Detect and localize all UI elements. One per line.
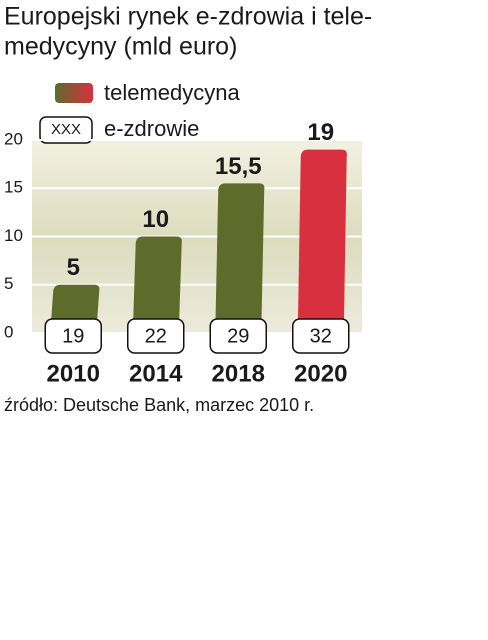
data-label: 15,5: [215, 153, 262, 180]
e-health-label: 29: [227, 325, 249, 347]
y-tick-label: 20: [4, 129, 23, 148]
source: źródło: Deutsche Bank, marzec 2010 r.: [4, 395, 314, 415]
e-health-label: 32: [310, 325, 332, 347]
e-health-box: [209, 318, 267, 354]
e-health-label: 19: [62, 325, 84, 347]
e-health-box: [292, 318, 350, 354]
e-health-box: [127, 318, 185, 354]
y-tick-label: 10: [4, 226, 23, 245]
legend-swatch: [55, 83, 93, 103]
x-tick-label: 2018: [212, 360, 265, 387]
bar: [132, 236, 182, 333]
bar: [297, 149, 347, 333]
data-label: 19: [307, 119, 334, 146]
legend-box: [39, 116, 93, 144]
data-label: 5: [67, 254, 80, 281]
y-tick-label: 0: [4, 322, 13, 341]
x-tick-label: 2010: [47, 360, 100, 387]
x-tick-label: 2020: [294, 360, 347, 387]
legend-box-label: XXX: [51, 121, 81, 138]
chart-title: medycyny (mld euro): [4, 33, 237, 61]
e-health-box: [44, 318, 102, 354]
legend-label: e-zdrowie: [104, 116, 199, 141]
bar: [215, 183, 265, 333]
e-health-label: 22: [145, 325, 167, 347]
legend-label: telemedycyna: [104, 80, 241, 105]
y-tick-label: 5: [4, 274, 13, 293]
x-tick-label: 2014: [129, 360, 183, 387]
data-label: 10: [142, 206, 169, 233]
y-tick-label: 15: [4, 178, 23, 197]
chart-title: Europejski rynek e-zdrowia i tele-: [4, 3, 372, 31]
